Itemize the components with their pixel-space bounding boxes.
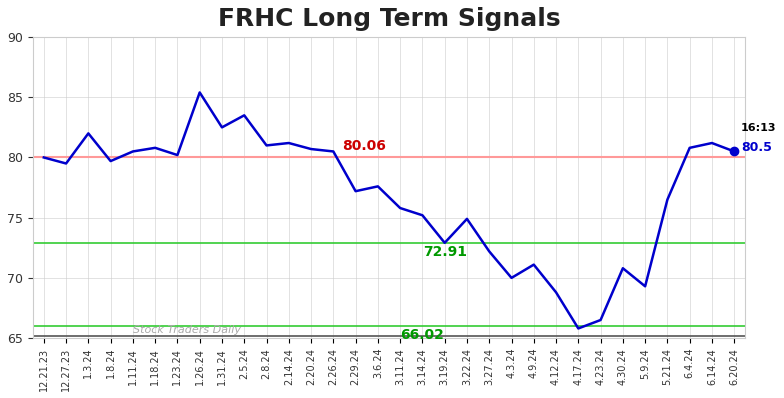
Text: 80.5: 80.5 xyxy=(741,141,771,154)
Text: 16:13: 16:13 xyxy=(741,123,776,133)
Text: 66.02: 66.02 xyxy=(401,328,445,341)
Text: 80.06: 80.06 xyxy=(343,139,387,153)
Title: FRHC Long Term Signals: FRHC Long Term Signals xyxy=(218,7,561,31)
Text: 72.91: 72.91 xyxy=(423,245,466,259)
Text: Stock Traders Daily: Stock Traders Daily xyxy=(133,325,241,335)
